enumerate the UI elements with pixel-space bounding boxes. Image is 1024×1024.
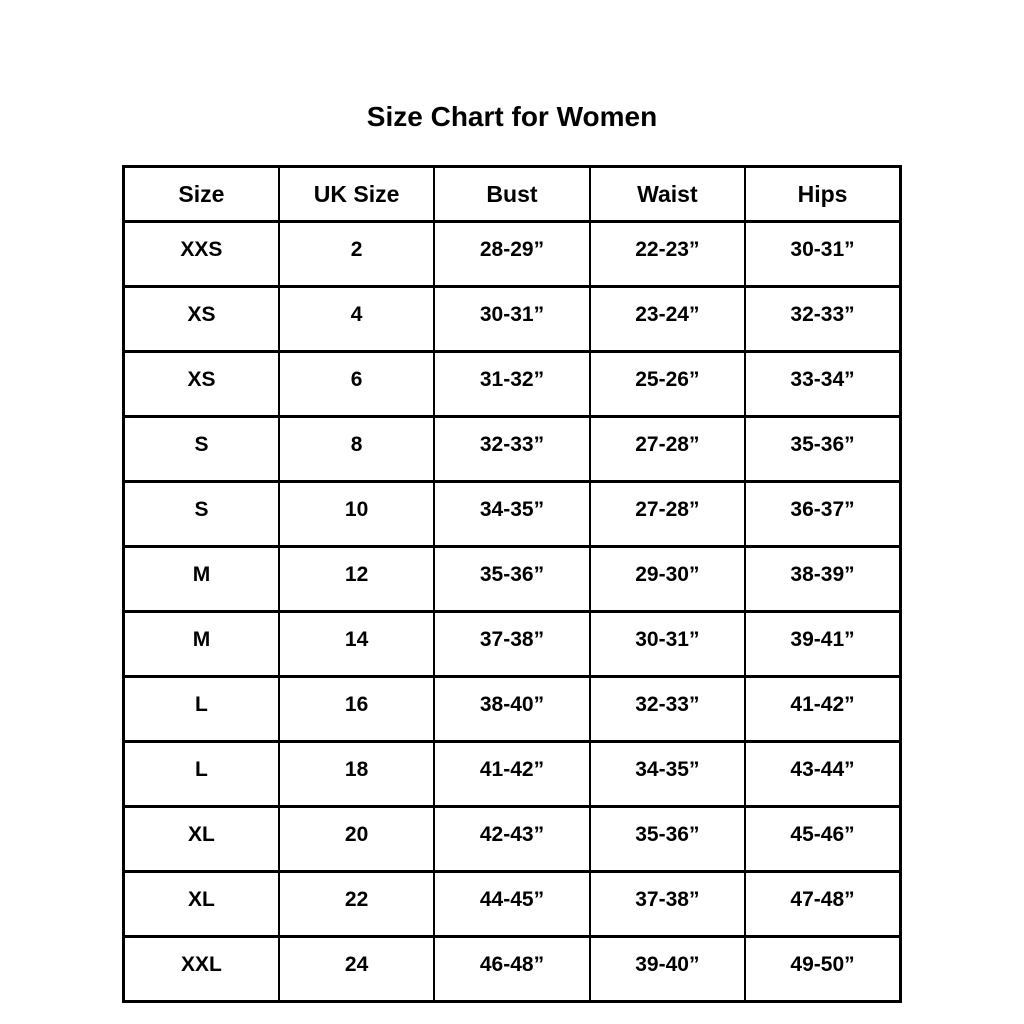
table-cell: 30-31” <box>744 220 902 288</box>
column-header-hips: Hips <box>744 165 902 223</box>
table-cell: 34-35” <box>588 740 747 808</box>
table-cell: 27-28” <box>588 480 747 548</box>
table-cell: XS <box>122 285 280 353</box>
table-cell: 39-40” <box>588 935 747 1003</box>
size-chart-table: Size UK Size Bust Waist Hips XXS 2 28-29” 22-23… <box>122 165 902 1003</box>
table-cell: 35-36” <box>744 415 902 483</box>
table-cell: 12 <box>277 545 436 613</box>
table-cell: M <box>122 610 280 678</box>
table-row: XS 4 30-31” 23-24” 32-33” <box>122 285 902 353</box>
table-cell: 41-42” <box>744 675 902 743</box>
table-cell: 27-28” <box>588 415 747 483</box>
table-cell: 44-45” <box>433 870 591 938</box>
table-row: S 8 32-33” 27-28” 35-36” <box>122 415 902 483</box>
table-cell: 10 <box>277 480 436 548</box>
table-cell: 32-33” <box>588 675 747 743</box>
table-cell: 34-35” <box>433 480 591 548</box>
table-cell: 22 <box>277 870 436 938</box>
table-row: XXL 24 46-48” 39-40” 49-50” <box>122 935 902 1003</box>
table-cell: XXS <box>122 220 280 288</box>
table-cell: 33-34” <box>744 350 902 418</box>
table-cell: 36-37” <box>744 480 902 548</box>
column-header-bust: Bust <box>433 165 591 223</box>
table-cell: S <box>122 480 280 548</box>
table-cell: 8 <box>277 415 436 483</box>
table-cell: 30-31” <box>433 285 591 353</box>
table-cell: 45-46” <box>744 805 902 873</box>
table-cell: 35-36” <box>433 545 591 613</box>
table-row: XS 6 31-32” 25-26” 33-34” <box>122 350 902 418</box>
table-cell: M <box>122 545 280 613</box>
table-cell: 38-40” <box>433 675 591 743</box>
table-row: L 18 41-42” 34-35” 43-44” <box>122 740 902 808</box>
table-row: XL 22 44-45” 37-38” 47-48” <box>122 870 902 938</box>
table-row: L 16 38-40” 32-33” 41-42” <box>122 675 902 743</box>
column-header-uk-size: UK Size <box>277 165 436 223</box>
table-cell: 37-38” <box>588 870 747 938</box>
table-cell: 46-48” <box>433 935 591 1003</box>
table-cell: 22-23” <box>588 220 747 288</box>
table-cell: XXL <box>122 935 280 1003</box>
table-cell: XL <box>122 870 280 938</box>
table-cell: 2 <box>277 220 436 288</box>
table-cell: 14 <box>277 610 436 678</box>
table-cell: 30-31” <box>588 610 747 678</box>
table-cell: 32-33” <box>744 285 902 353</box>
table-cell: 49-50” <box>744 935 902 1003</box>
page-title: Size Chart for Women <box>366 101 658 132</box>
table-cell: 23-24” <box>588 285 747 353</box>
table-cell: 20 <box>277 805 436 873</box>
table-cell: S <box>122 415 280 483</box>
table-row: XXS 2 28-29” 22-23” 30-31” <box>122 220 902 288</box>
table-cell: 25-26” <box>588 350 747 418</box>
header-row: Size UK Size Bust Waist Hips <box>122 165 902 223</box>
table-cell: 43-44” <box>744 740 902 808</box>
table-body: XXS 2 28-29” 22-23” 30-31” XS 4 30-31” 23-24” 32-… <box>122 220 902 1003</box>
table-row: M 12 35-36” 29-30” 38-39” <box>122 545 902 613</box>
table-header: Size UK Size Bust Waist Hips <box>122 165 902 223</box>
table-cell: 18 <box>277 740 436 808</box>
table-cell: 41-42” <box>433 740 591 808</box>
table-cell: 47-48” <box>744 870 902 938</box>
table-cell: XS <box>122 350 280 418</box>
table-cell: XL <box>122 805 280 873</box>
table-cell: 6 <box>277 350 436 418</box>
table-cell: L <box>122 740 280 808</box>
column-header-waist: Waist <box>588 165 747 223</box>
table-cell: L <box>122 675 280 743</box>
table-row: M 14 37-38” 30-31” 39-41” <box>122 610 902 678</box>
column-header-size: Size <box>122 165 280 223</box>
table-cell: 32-33” <box>433 415 591 483</box>
table-cell: 42-43” <box>433 805 591 873</box>
table-cell: 29-30” <box>588 545 747 613</box>
table-cell: 38-39” <box>744 545 902 613</box>
table-cell: 31-32” <box>433 350 591 418</box>
table-cell: 35-36” <box>588 805 747 873</box>
table-cell: 4 <box>277 285 436 353</box>
table-cell: 37-38” <box>433 610 591 678</box>
table-row: XL 20 42-43” 35-36” 45-46” <box>122 805 902 873</box>
table-cell: 28-29” <box>433 220 591 288</box>
table-cell: 16 <box>277 675 436 743</box>
table-cell: 39-41” <box>744 610 902 678</box>
table-cell: 24 <box>277 935 436 1003</box>
table-row: S 10 34-35” 27-28” 36-37” <box>122 480 902 548</box>
